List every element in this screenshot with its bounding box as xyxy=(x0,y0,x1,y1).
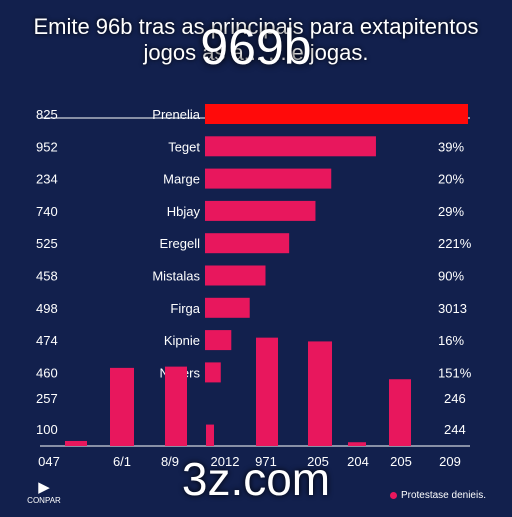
playstation-logo-icon: ▶ xyxy=(38,479,50,496)
category-label-4: Hbjay xyxy=(167,204,201,219)
horizontal-bar-4 xyxy=(205,200,316,221)
x-tick-label-8: 205 xyxy=(390,454,412,469)
right-value-label-5: 221% xyxy=(438,236,472,251)
right-value-label-3: 20% xyxy=(438,172,464,187)
category-label-2: Teget xyxy=(168,139,200,154)
left-value-label-5: 525 xyxy=(36,236,58,251)
left-value-label-3: 234 xyxy=(36,172,58,187)
vertical-bar-7 xyxy=(348,442,366,446)
vertical-bar-4 xyxy=(206,424,214,446)
left-value-label-9: 460 xyxy=(36,365,58,380)
vertical-bar-1 xyxy=(65,440,87,446)
legend-dot-icon xyxy=(389,491,397,499)
right-value-label-6: 90% xyxy=(438,269,464,284)
x-tick-label-6: 205 xyxy=(307,454,329,469)
chart-footnote: Protestase denieis. xyxy=(389,490,486,501)
category-label-5: Eregell xyxy=(160,236,201,251)
left-value-label-2: 952 xyxy=(36,139,58,154)
vertical-left-label-2: 100 xyxy=(36,422,58,437)
vertical-right-label-2: 244 xyxy=(444,422,466,437)
brand-logo-text: CONPAR xyxy=(27,496,61,505)
left-value-label-7: 498 xyxy=(36,301,58,316)
x-tick-label-2: 6/1 xyxy=(113,454,131,469)
horizontal-bar-8 xyxy=(205,330,232,351)
right-value-label-7: 3013 xyxy=(438,301,467,316)
right-value-label-9: 151% xyxy=(438,365,472,380)
right-value-label-4: 29% xyxy=(438,204,464,219)
x-tick-label-7: 204 xyxy=(347,454,369,469)
title-overlay-text: 969b xyxy=(200,19,312,75)
left-value-label-6: 458 xyxy=(36,269,58,284)
vertical-bar-6 xyxy=(308,341,332,446)
category-label-6: Mistalas xyxy=(152,269,200,284)
left-value-label-8: 474 xyxy=(36,333,58,348)
vertical-bar-5 xyxy=(256,337,278,446)
right-value-label-2: 39% xyxy=(438,139,464,154)
vertical-left-label-1: 257 xyxy=(36,391,58,406)
horizontal-bar-7 xyxy=(205,297,250,318)
left-value-label-1: 825 xyxy=(36,107,58,122)
vertical-bar-3 xyxy=(165,366,187,446)
horizontal-bar-2 xyxy=(205,136,376,157)
left-value-label-4: 740 xyxy=(36,204,58,219)
brand-logo: ▶ CONPAR xyxy=(18,478,70,505)
horizontal-bar-9 xyxy=(205,362,221,383)
vertical-bar-2 xyxy=(110,367,134,446)
x-tick-label-1: 047 xyxy=(38,454,60,469)
right-value-label-8: 16% xyxy=(438,333,464,348)
vertical-bar-8 xyxy=(389,379,411,446)
category-label-3: Marge xyxy=(163,172,200,187)
x-tick-label-5: 971 xyxy=(255,454,277,469)
category-label-7: Firga xyxy=(170,301,200,316)
category-label-1: Prenelia xyxy=(152,107,200,122)
category-label-8: Kipnie xyxy=(164,333,200,348)
x-tick-label-9: 209 xyxy=(439,454,461,469)
horizontal-bar-1 xyxy=(205,104,468,124)
x-tick-label-3: 8/9 xyxy=(161,454,179,469)
vertical-right-label-1: 246 xyxy=(444,391,466,406)
chart-title-line-2: jogos as a... ...le jogas. xyxy=(143,40,369,65)
x-tick-label-4: 2012 xyxy=(211,454,240,469)
chart-title-line-1: Emite 96b tras as principais para extapi… xyxy=(33,14,479,39)
horizontal-bar-5 xyxy=(205,233,290,254)
watermark-text: 3z.com xyxy=(181,453,331,505)
footnote-text: Protestase denieis. xyxy=(400,490,486,501)
horizontal-bar-3 xyxy=(205,168,332,189)
horizontal-bar-6 xyxy=(205,265,266,286)
